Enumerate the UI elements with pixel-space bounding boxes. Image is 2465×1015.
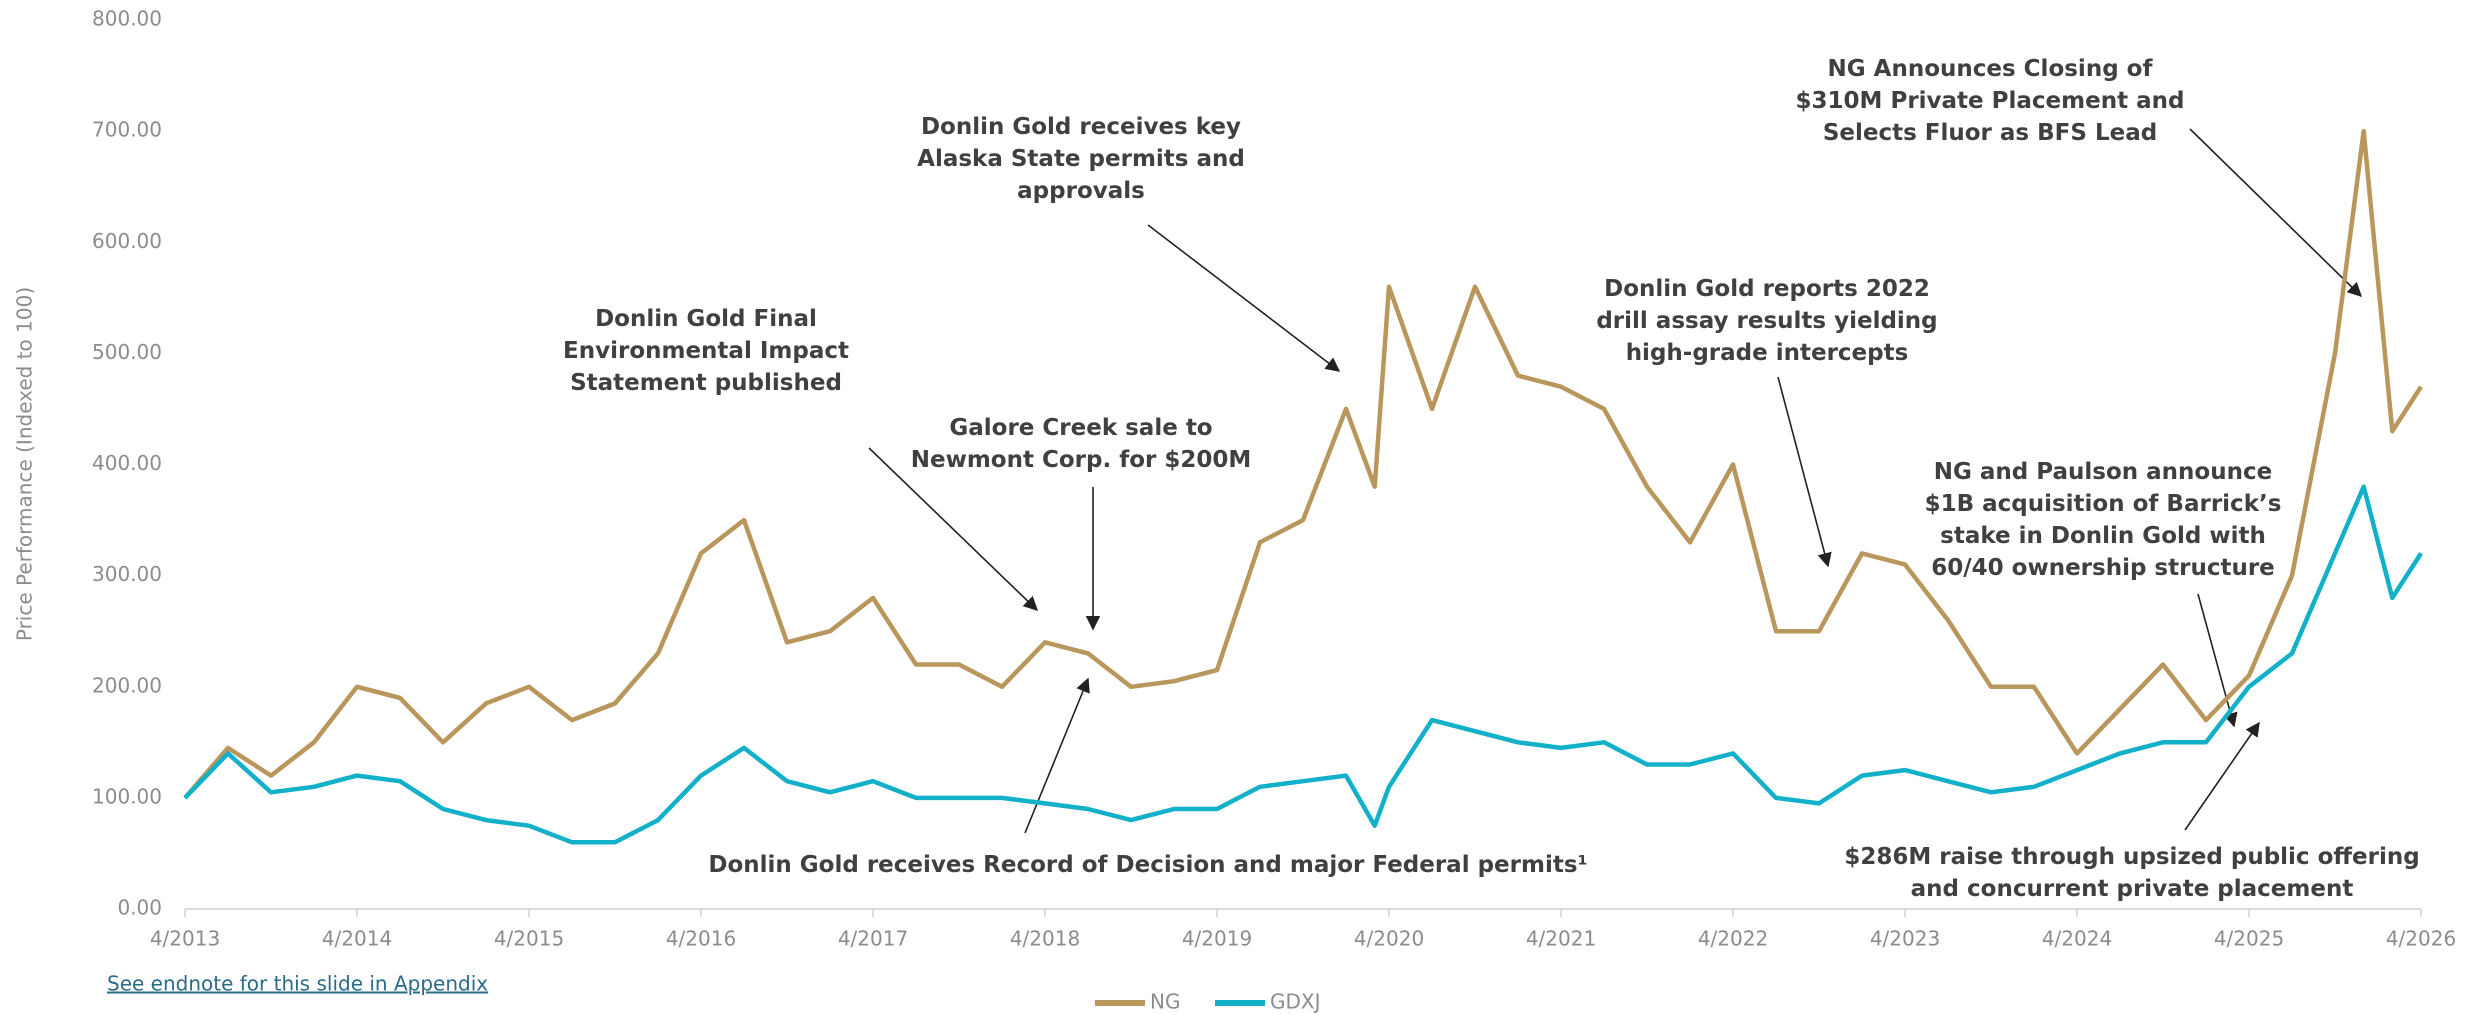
- annotation-line: Statement published: [570, 370, 842, 396]
- x-tick-label: 4/2015: [494, 927, 564, 951]
- annotation-line: $1B acquisition of Barrick’s: [1925, 491, 2282, 517]
- y-tick-label: 800.00: [92, 7, 162, 31]
- annotation: Donlin Gold reports 2022 drill assay resu…: [1596, 276, 1937, 366]
- annotation-line: Donlin Gold receives key: [921, 114, 1241, 140]
- legend-label: GDXJ: [1270, 990, 1321, 1014]
- y-tick-label: 0.00: [117, 896, 162, 920]
- arrow: [2197, 593, 2238, 728]
- annotation-line: Donlin Gold Final: [595, 306, 817, 332]
- annotation-line: drill assay results yielding: [1596, 308, 1937, 334]
- annotation-line: Donlin Gold reports 2022: [1604, 276, 1930, 302]
- arrow: [1024, 677, 1090, 834]
- annotation: Donlin Gold receives Record of Decision …: [708, 852, 1587, 878]
- annotation-line: $310M Private Placement and: [1796, 88, 2185, 114]
- annotation-line: 60/40 ownership structure: [1931, 555, 2275, 581]
- annotation: Galore Creek sale to Newmont Corp. for $2…: [911, 415, 1252, 473]
- annotation-line: NG Announces Closing of: [1828, 56, 2154, 82]
- annotation-line: Galore Creek sale to: [949, 415, 1212, 441]
- legend-label: NG: [1150, 990, 1180, 1014]
- annotation: Donlin Gold receives key Alaska State per…: [917, 114, 1245, 204]
- annotation: $286M raise through upsized public offer…: [1844, 844, 2419, 902]
- x-tick-label: 4/2017: [838, 927, 908, 951]
- x-tick-label: 4/2021: [1526, 927, 1596, 951]
- x-tick-label: 4/2018: [1010, 927, 1080, 951]
- series-line: [183, 128, 2423, 800]
- annotation-line: Environmental Impact: [563, 338, 849, 364]
- x-tick-label: 4/2024: [2042, 927, 2112, 951]
- y-tick-label: 600.00: [92, 229, 162, 253]
- x-tick-label: 4/2022: [1698, 927, 1768, 951]
- y-tick-label: 100.00: [92, 784, 162, 808]
- annotation: Donlin Gold Final Environmental Impact Sta…: [563, 306, 849, 396]
- x-tick-label: 4/2023: [1870, 927, 1940, 951]
- annotation: NG Announces Closing of $310M Private Pla…: [1796, 56, 2185, 146]
- arrow: [2184, 721, 2260, 831]
- x-tick-label: 4/2014: [322, 927, 392, 951]
- annotation-line: Alaska State permits and: [917, 146, 1245, 172]
- arrow: [868, 447, 1039, 611]
- x-tick-label: 4/2020: [1354, 927, 1424, 951]
- arrow: [1777, 376, 1832, 568]
- series-line: [183, 484, 2423, 845]
- x-tick-label: 4/2013: [150, 927, 220, 951]
- annotation-line: high-grade intercepts: [1626, 340, 1909, 366]
- y-tick-label: 500.00: [92, 340, 162, 364]
- arrow: [1147, 224, 1341, 372]
- x-tick-label: 4/2016: [666, 927, 736, 951]
- annotation-line: Newmont Corp. for $200M: [911, 447, 1252, 473]
- annotation-line: stake in Donlin Gold with: [1940, 523, 2266, 549]
- annotation-line: NG and Paulson announce: [1934, 459, 2272, 485]
- x-tick-label: 4/2026: [2386, 927, 2456, 951]
- y-tick-label: 700.00: [92, 118, 162, 142]
- annotation-line: approvals: [1017, 178, 1145, 204]
- annotation-line: and concurrent private placement: [1911, 876, 2354, 902]
- annotation-line: $286M raise through upsized public offer…: [1844, 844, 2419, 870]
- annotation-line: Selects Fluor as BFS Lead: [1823, 120, 2157, 146]
- y-axis-label: Price Performance (Indexed to 100): [13, 287, 37, 641]
- y-tick-label: 300.00: [92, 562, 162, 586]
- y-tick-label: 400.00: [92, 451, 162, 475]
- annotation: NG and Paulson announce $1B acquisition o…: [1925, 459, 2282, 581]
- y-tick-label: 200.00: [92, 673, 162, 697]
- x-tick-label: 4/2025: [2214, 927, 2284, 951]
- x-tick-label: 4/2019: [1182, 927, 1252, 951]
- endnote-link[interactable]: See endnote for this slide in Appendix: [107, 972, 488, 996]
- annotation-line: Donlin Gold receives Record of Decision …: [708, 852, 1587, 878]
- arrow: [2189, 128, 2363, 298]
